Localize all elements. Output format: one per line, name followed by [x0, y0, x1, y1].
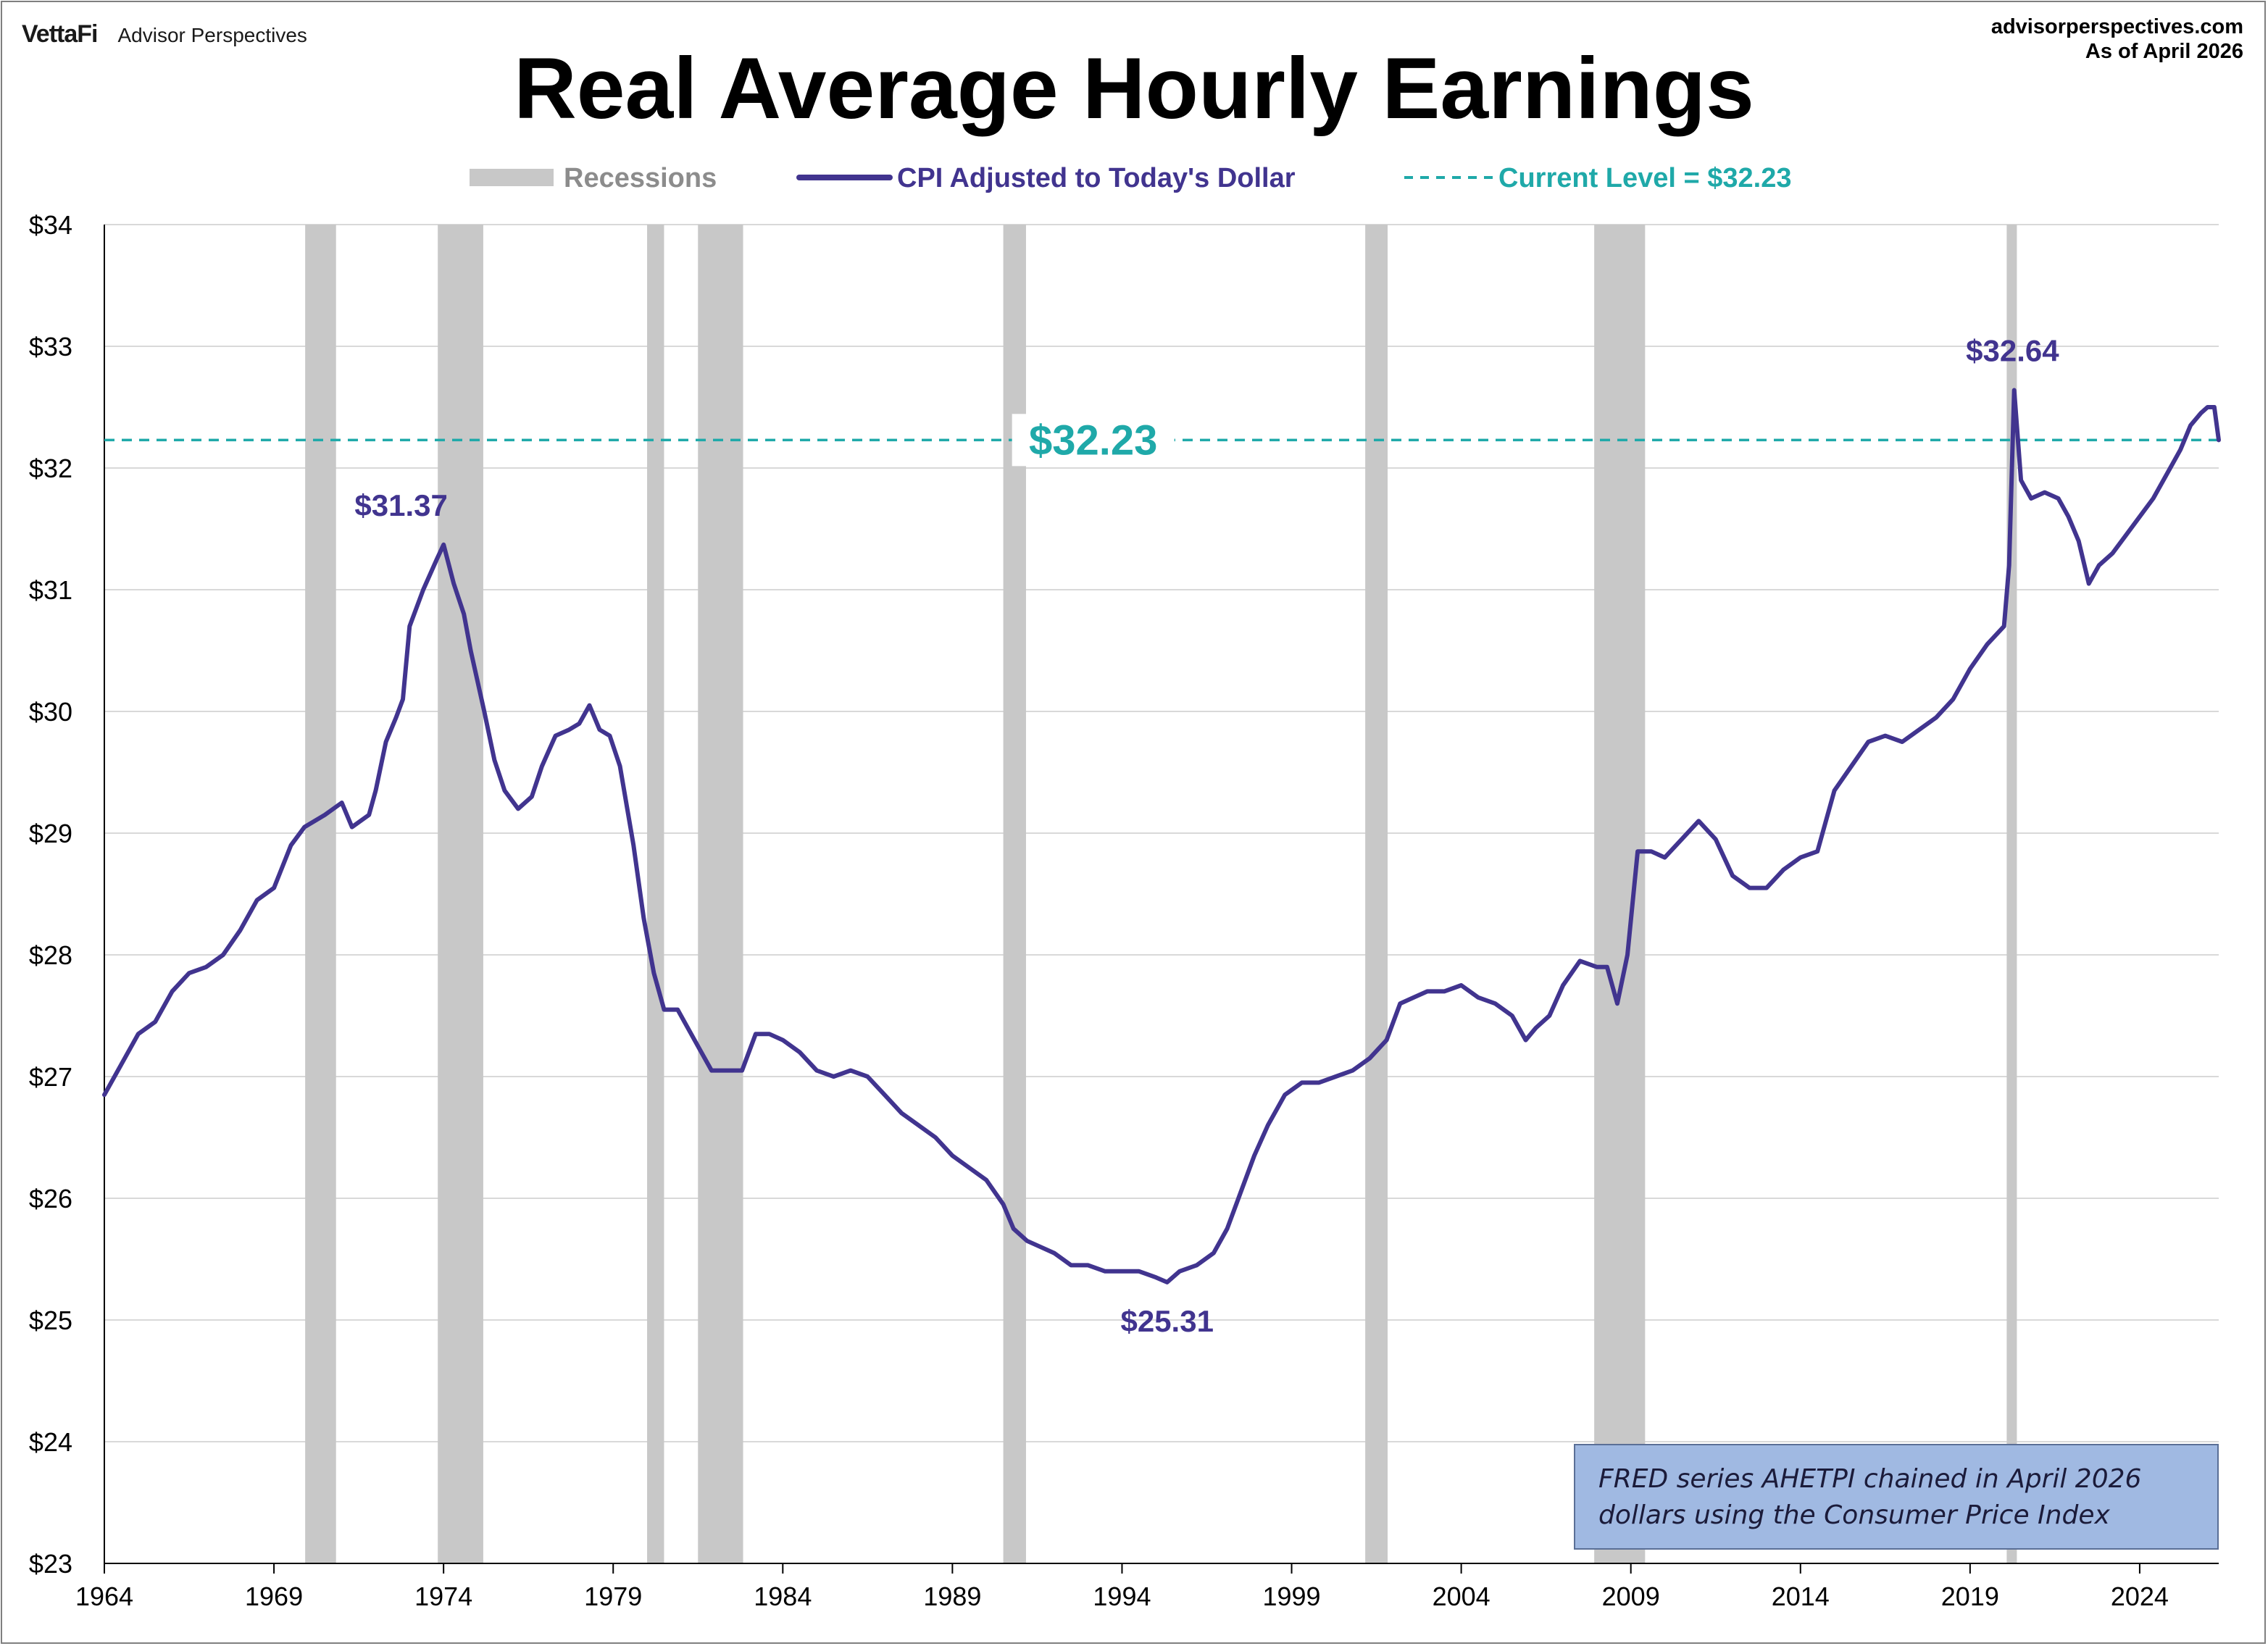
y-tick-label: $30 — [29, 697, 72, 727]
brand-name: Advisor Perspectives — [117, 24, 307, 46]
data-annotation: $31.37 — [354, 488, 447, 522]
x-tick-label: 1989 — [923, 1582, 981, 1611]
y-tick-label: $27 — [29, 1062, 72, 1092]
note-line-2: dollars using the Consumer Price Index — [1598, 1500, 2110, 1530]
y-tick-label: $26 — [29, 1184, 72, 1213]
x-tick-label: 1974 — [414, 1582, 472, 1611]
x-tick-label: 2004 — [1433, 1582, 1491, 1611]
source-note: FRED series AHETPI chained in April 2026… — [1574, 1444, 2219, 1550]
legend-current-level-label: Current Level = $32.23 — [1498, 163, 1792, 193]
legend-recession-label: Recessions — [564, 163, 717, 193]
legend-series-label: CPI Adjusted to Today's Dollar — [897, 163, 1296, 193]
y-tick-label: $24 — [29, 1427, 72, 1457]
y-tick-label: $25 — [29, 1305, 72, 1335]
site-url: advisorperspectives.com — [1990, 15, 2243, 38]
x-tick-label: 1999 — [1262, 1582, 1320, 1611]
note-line-1: FRED series AHETPI chained in April 2026 — [1598, 1464, 2142, 1494]
data-annotation: $32.64 — [1966, 333, 2059, 367]
brand: VettaFi Advisor Perspectives — [22, 20, 307, 49]
y-tick-label: $31 — [29, 575, 72, 605]
recession-band — [647, 225, 664, 1563]
recession-band — [1594, 225, 1646, 1563]
x-tick-label: 1969 — [245, 1582, 303, 1611]
x-tick-label: 2024 — [2111, 1582, 2169, 1611]
source-block: advisorperspectives.com As of April 2026 — [1991, 14, 2243, 64]
x-tick-label: 1979 — [584, 1582, 642, 1611]
data-annotation: $25.31 — [1120, 1304, 1213, 1338]
y-tick-label: $33 — [29, 332, 72, 362]
x-tick-label: 2009 — [1602, 1582, 1660, 1611]
x-tick-label: 1964 — [75, 1582, 133, 1611]
x-tick-label: 1994 — [1093, 1582, 1151, 1611]
x-tick-label: 1984 — [754, 1582, 812, 1611]
x-tick-label: 2019 — [1941, 1582, 1999, 1611]
x-tick-label: 2014 — [1772, 1582, 1830, 1611]
recession-band — [438, 225, 483, 1563]
recession-band — [305, 225, 336, 1563]
as-of-date: As of April 2026 — [2085, 40, 2243, 63]
legend-recession-swatch — [470, 169, 554, 186]
current-level-label: $32.23 — [1029, 417, 1157, 464]
y-tick-label: $28 — [29, 940, 72, 970]
y-tick-label: $34 — [29, 210, 72, 240]
earnings-series-line — [102, 388, 2221, 1284]
current-level-label-bg — [1012, 414, 1175, 467]
recession-band — [1365, 225, 1388, 1563]
vettafi-logo: VettaFi — [22, 20, 98, 48]
y-tick-label: $32 — [29, 454, 72, 483]
chart-title: Real Average Hourly Earnings — [514, 40, 1754, 137]
recession-band — [698, 225, 743, 1563]
y-tick-label: $29 — [29, 819, 72, 848]
y-tick-label: $23 — [29, 1549, 72, 1579]
